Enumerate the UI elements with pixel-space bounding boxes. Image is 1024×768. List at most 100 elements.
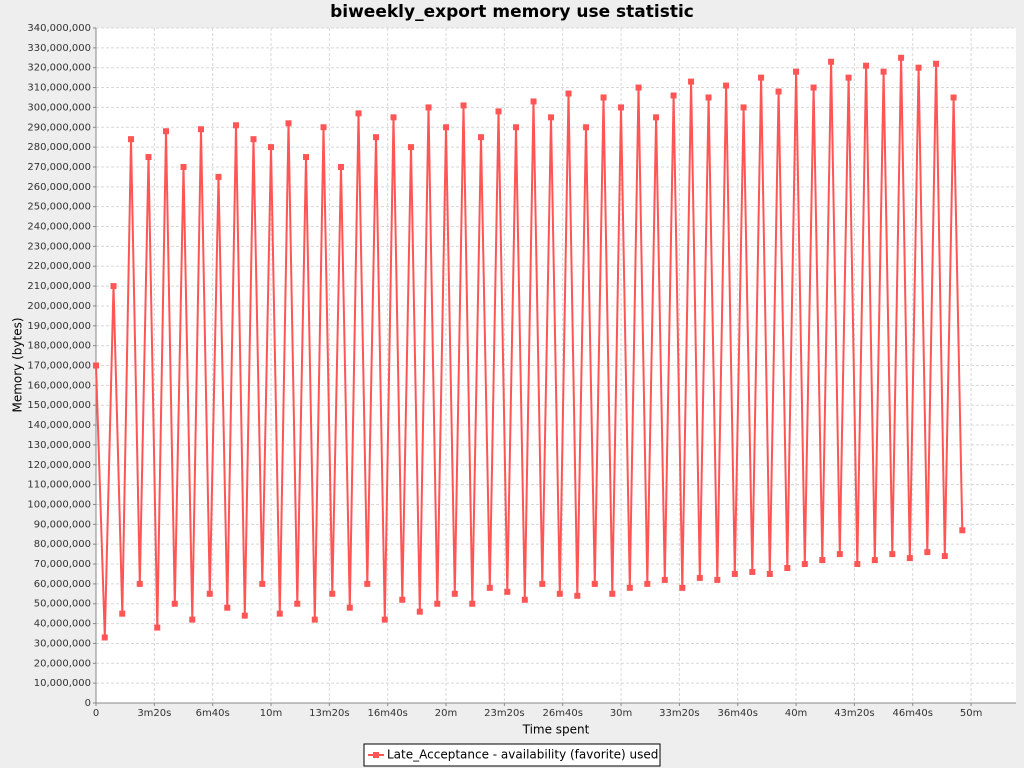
data-point (311, 616, 318, 623)
data-point (749, 568, 756, 575)
data-point (443, 124, 450, 131)
data-point (154, 624, 161, 631)
data-point (871, 557, 878, 564)
data-point (171, 600, 178, 607)
legend-box (363, 743, 661, 767)
data-point (591, 580, 598, 587)
data-point (504, 588, 511, 595)
y-tick-label: 340,000,000 (27, 23, 91, 34)
y-tick-label: 210,000,000 (27, 281, 91, 292)
y-tick-label: 110,000,000 (27, 480, 91, 491)
x-tick-label: 40m (785, 708, 807, 719)
x-tick-label: 10m (260, 708, 282, 719)
data-point (880, 68, 887, 75)
data-point (609, 590, 616, 597)
y-tick-label: 150,000,000 (27, 400, 91, 411)
y-tick-label: 30,000,000 (34, 638, 91, 649)
data-point (215, 173, 222, 180)
data-point (119, 610, 126, 617)
data-point (329, 590, 336, 597)
data-point (136, 580, 143, 587)
data-point (294, 600, 301, 607)
data-point (828, 58, 835, 65)
y-tick-label: 290,000,000 (27, 122, 91, 133)
y-tick-label: 60,000,000 (34, 579, 91, 590)
data-point (959, 527, 966, 534)
data-point (198, 126, 205, 133)
data-point (556, 590, 563, 597)
data-point (618, 104, 625, 111)
data-point (530, 98, 537, 105)
data-point (801, 561, 808, 568)
data-point (906, 555, 913, 562)
data-point (250, 136, 257, 143)
data-point (180, 163, 187, 170)
y-tick-label: 300,000,000 (27, 102, 91, 113)
data-point (338, 163, 345, 170)
y-tick-label: 90,000,000 (34, 519, 91, 530)
x-tick-label: 3m20s (137, 708, 171, 719)
data-point (224, 604, 231, 611)
data-point (626, 584, 633, 591)
data-point (399, 596, 406, 603)
data-point (924, 549, 931, 556)
data-point (941, 553, 948, 560)
x-tick-label: 0 (93, 708, 99, 719)
data-point (793, 68, 800, 75)
data-point (425, 104, 432, 111)
data-point (521, 596, 528, 603)
y-tick-label: 310,000,000 (27, 83, 91, 94)
y-tick-label: 330,000,000 (27, 43, 91, 54)
y-tick-label: 160,000,000 (27, 380, 91, 391)
data-point (898, 54, 905, 61)
x-tick-label: 50m (960, 708, 982, 719)
x-tick-label: 36m40s (718, 708, 758, 719)
data-point (574, 592, 581, 599)
data-point (889, 551, 896, 558)
data-point (583, 124, 590, 131)
x-tick-label: 30m (610, 708, 632, 719)
x-tick-label: 43m20s (834, 708, 874, 719)
y-tick-label: 120,000,000 (27, 460, 91, 471)
data-point (565, 90, 572, 97)
x-tick-label: 20m (435, 708, 457, 719)
y-tick-label: 140,000,000 (27, 420, 91, 431)
data-point (845, 74, 852, 81)
y-tick-label: 230,000,000 (27, 241, 91, 252)
data-point (145, 154, 152, 161)
data-point (451, 590, 458, 597)
y-tick-label: 80,000,000 (34, 539, 91, 550)
data-point (128, 136, 135, 143)
data-point (486, 584, 493, 591)
data-point (189, 616, 196, 623)
data-point (933, 60, 940, 67)
data-point (513, 124, 520, 131)
data-point (854, 561, 861, 568)
y-tick-label: 50,000,000 (34, 599, 91, 610)
data-point (390, 114, 397, 121)
data-point (495, 108, 502, 115)
data-point (819, 557, 826, 564)
y-tick-label: 10,000,000 (34, 678, 91, 689)
data-point (705, 94, 712, 101)
data-point (276, 610, 283, 617)
x-tick-label: 33m20s (659, 708, 699, 719)
data-point (346, 604, 353, 611)
data-point (661, 576, 668, 583)
y-tick-label: 70,000,000 (34, 559, 91, 570)
data-point (539, 580, 546, 587)
x-tick-label: 6m40s (196, 708, 230, 719)
y-tick-label: 240,000,000 (27, 222, 91, 233)
data-point (810, 84, 817, 91)
data-point (775, 88, 782, 95)
data-point (268, 144, 275, 151)
data-point (723, 82, 730, 89)
data-point (915, 64, 922, 71)
data-point (469, 600, 476, 607)
x-tick-label: 13m20s (309, 708, 349, 719)
y-tick-label: 0 (85, 698, 91, 709)
legend-marker (373, 752, 379, 758)
x-tick-label: 26m40s (543, 708, 583, 719)
data-point (460, 102, 467, 109)
